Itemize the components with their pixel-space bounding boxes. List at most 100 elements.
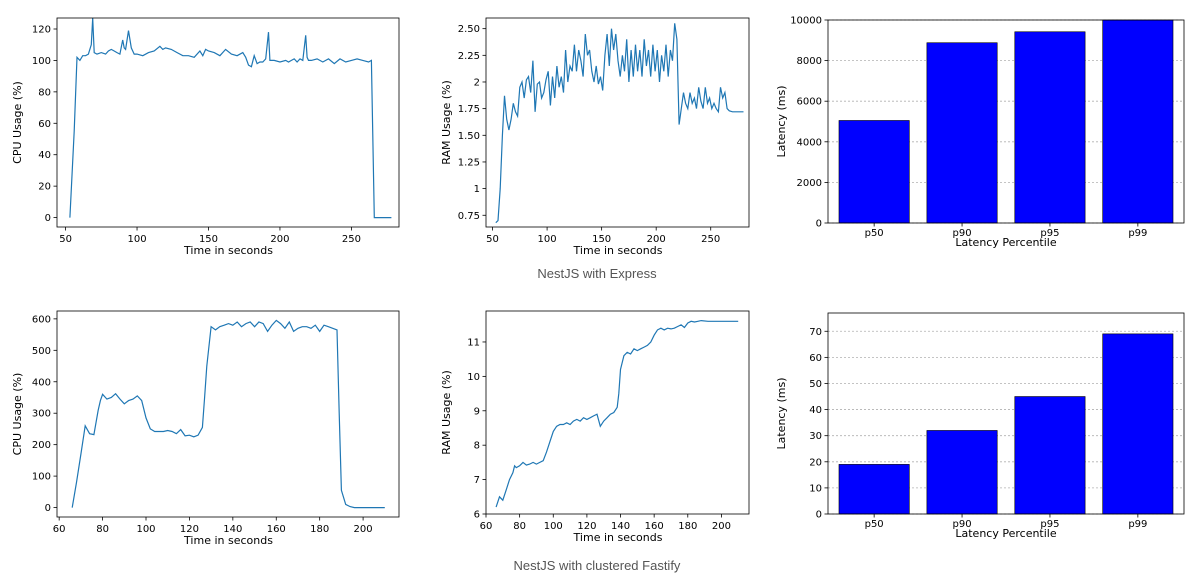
express-cpu-point <box>259 61 260 62</box>
express-cpu-ytick-label: 60 <box>38 119 51 130</box>
fastify-ram-point <box>580 421 581 422</box>
fastify-latency-xtick-label: p99 <box>1128 519 1147 530</box>
express-ram-point <box>724 92 725 93</box>
fastify-ram-xtick-label: 160 <box>645 521 664 532</box>
fastify-cpu-point <box>332 328 333 329</box>
express-ram-point <box>541 97 542 98</box>
express-cpu-ylabel: CPU Usage (%) <box>11 81 24 164</box>
express-ram-point <box>652 44 653 45</box>
fastify-cpu-point <box>80 454 81 455</box>
express-ram-point <box>692 103 693 104</box>
express-cpu-point <box>134 54 135 55</box>
express-ram-point <box>548 71 549 72</box>
express-ram-point <box>504 95 505 96</box>
fastify-ram-point <box>667 328 668 329</box>
express-cpu-point <box>82 55 83 56</box>
express-cpu-point <box>171 49 172 50</box>
fastify-ram-point <box>502 500 503 501</box>
express-cpu-point <box>387 217 388 218</box>
fastify-cpu-point <box>302 326 303 327</box>
fastify-ram-point <box>512 472 513 473</box>
fastify-cpu-point <box>167 430 168 431</box>
express-ram-point <box>613 49 614 50</box>
express-cpu-point <box>268 31 269 32</box>
express-cpu-point <box>177 52 178 53</box>
express-cpu-point <box>302 60 303 61</box>
express-cpu-point <box>131 47 132 48</box>
express-latency-bar-p95 <box>1014 31 1086 224</box>
fastify-latency-bar-p50 <box>838 464 910 515</box>
express-ram-point <box>700 101 701 102</box>
express-ram-point <box>511 119 512 120</box>
fastify-cpu-point <box>89 433 90 434</box>
fastify-cpu-point <box>328 326 329 327</box>
fastify-cpu-point <box>363 507 364 508</box>
express-cpu-ytick-label: 100 <box>32 56 51 67</box>
fastify-ram-xtick-label: 80 <box>513 521 526 532</box>
express-cpu-point <box>124 47 125 48</box>
fastify-cpu-point <box>93 434 94 435</box>
fastify-cpu-point <box>297 328 298 329</box>
fastify-cpu-point <box>115 393 116 394</box>
express-ram-point <box>569 65 570 66</box>
express-ram-point <box>539 81 540 82</box>
express-ram-point <box>495 222 496 223</box>
fastify-ram-point <box>573 421 574 422</box>
fastify-ram-point <box>630 353 631 354</box>
express-ram-point <box>600 76 601 77</box>
express-ram-point <box>615 33 616 34</box>
fastify-cpu-ytick-label: 300 <box>32 409 51 420</box>
express-cpu-point <box>299 58 300 59</box>
fastify-ram-point <box>644 347 645 348</box>
fastify-latency-ylabel: Latency (ms) <box>775 377 788 449</box>
express-cpu-series-line <box>69 17 392 219</box>
fastify-cpu-point <box>106 399 107 400</box>
express-ram-ytick-label: 0.75 <box>458 211 480 222</box>
fastify-cpu-point <box>245 323 246 324</box>
fastify-cpu-ylabel: CPU Usage (%) <box>11 373 24 456</box>
express-ram-point <box>624 71 625 72</box>
fastify-ram-xtick-label: 200 <box>712 521 731 532</box>
fastify-cpu-point <box>224 325 225 326</box>
fastify-ram-point <box>637 350 638 351</box>
fastify-ram-xtick-label: 60 <box>480 521 493 532</box>
fastify-ram-point <box>546 452 547 453</box>
express-cpu-point <box>108 50 109 51</box>
fastify-cpu-point <box>202 427 203 428</box>
fastify-ram-point <box>522 462 523 463</box>
express-ram-point <box>655 71 656 72</box>
express-cpu-point <box>265 58 266 59</box>
fastify-ram-point <box>590 417 591 418</box>
express-ram-point <box>611 28 612 29</box>
express-ram-point <box>572 71 573 72</box>
fastify-ram-point <box>694 321 695 322</box>
express-latency-ytick-label: 10000 <box>790 16 822 27</box>
express-cpu-point <box>368 61 369 62</box>
express-latency-ytick-label: 4000 <box>797 137 822 148</box>
express-cpu-point <box>374 217 375 218</box>
fastify-ram-point <box>633 348 634 349</box>
express-cpu-point <box>317 58 318 59</box>
fastify-cpu-point <box>154 431 155 432</box>
express-ram-point <box>657 49 658 50</box>
express-cpu-ytick-label: 40 <box>38 150 51 161</box>
fastify-cpu-point <box>339 413 340 414</box>
express-cpu-ytick-label: 120 <box>32 25 51 36</box>
fastify-ram-ytick-label: 8 <box>474 441 480 452</box>
express-ram-point <box>668 76 669 77</box>
fastify-cpu-point <box>315 325 316 326</box>
express-cpu-point <box>308 60 309 61</box>
fastify-cpu-xtick-label: 80 <box>96 524 109 535</box>
express-cpu-ytick-label: 80 <box>38 87 51 98</box>
express-latency-ytick-label: 6000 <box>797 97 822 108</box>
fastify-ram-xtick-label: 100 <box>544 521 563 532</box>
express-ram-point <box>609 65 610 66</box>
express-ram-point <box>587 55 588 56</box>
express-cpu-point <box>208 50 209 51</box>
fastify-cpu-point <box>350 506 351 507</box>
express-cpu-point <box>371 60 372 61</box>
fastify-cpu-point <box>237 321 238 322</box>
fastify-cpu-point <box>319 331 320 332</box>
express-ram-ytick-label: 1.50 <box>458 131 480 142</box>
express-cpu-point <box>188 55 189 56</box>
